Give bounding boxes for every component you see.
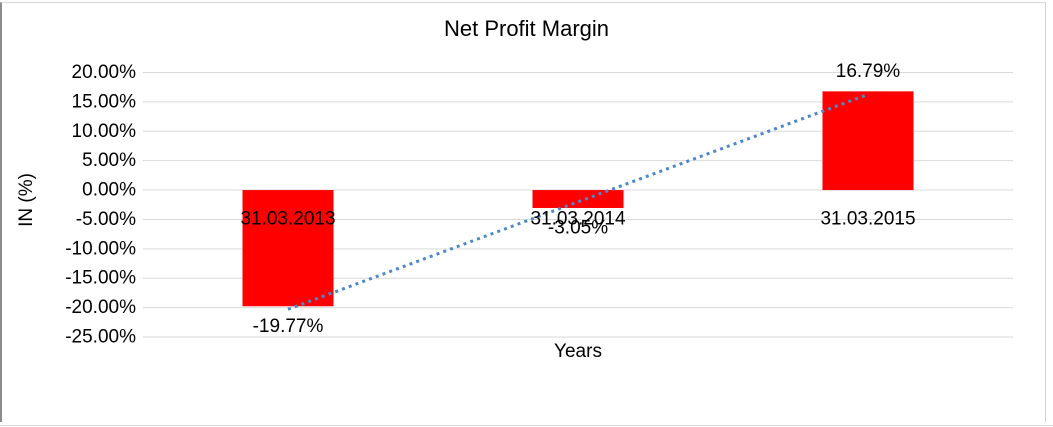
bar bbox=[532, 190, 624, 208]
y-tick-label: -10.00% bbox=[65, 238, 136, 259]
bar-category-label: 31.03.2014 bbox=[530, 209, 626, 230]
y-tick-label: 0.00% bbox=[82, 180, 136, 201]
trendline bbox=[287, 93, 869, 311]
x-axis-title: Years bbox=[554, 341, 602, 362]
bar-category-label: 31.03.2013 bbox=[240, 209, 335, 230]
y-tick-label: -5.00% bbox=[76, 209, 136, 230]
bar bbox=[822, 91, 914, 191]
bar-value-label: -19.77% bbox=[253, 316, 324, 337]
y-tick-label: -20.00% bbox=[65, 297, 136, 318]
y-tick-label: -25.00% bbox=[65, 327, 136, 348]
bar-category-label: 31.03.2015 bbox=[820, 209, 915, 230]
y-tick-label: 5.00% bbox=[82, 150, 136, 171]
bar-value-label: -3.05% bbox=[548, 217, 608, 238]
y-tick-label: 15.00% bbox=[72, 91, 137, 112]
bar-value-label: 16.79% bbox=[836, 61, 901, 82]
bar bbox=[242, 190, 334, 307]
y-tick-label: 20.00% bbox=[72, 62, 137, 83]
y-tick-label: -15.00% bbox=[65, 268, 136, 289]
y-tick-label: 10.00% bbox=[72, 121, 137, 142]
chart-title: Net Profit Margin bbox=[443, 16, 610, 41]
